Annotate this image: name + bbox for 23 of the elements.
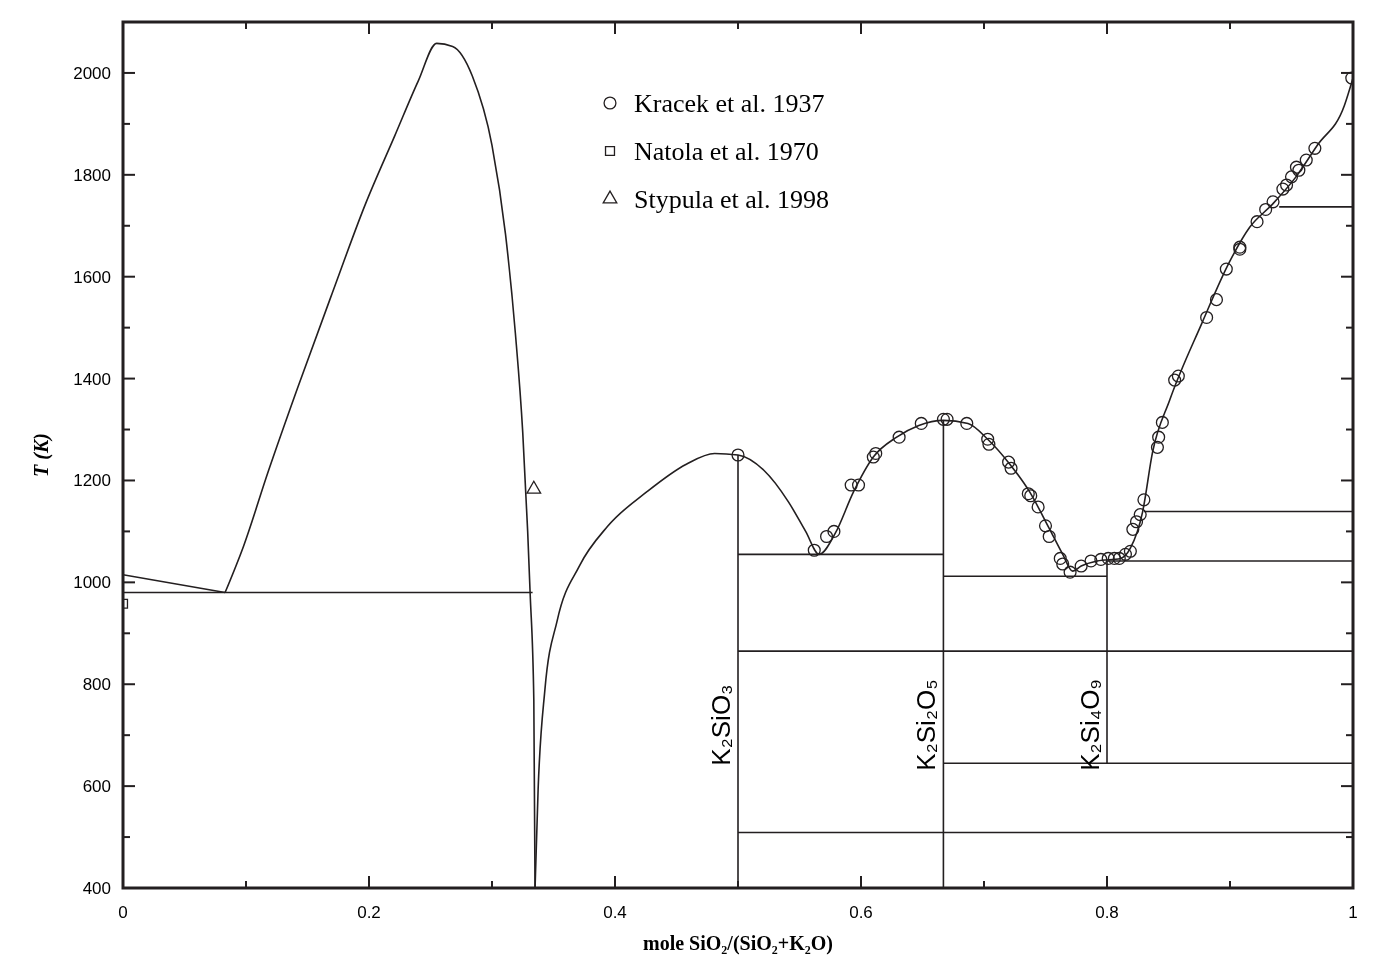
annotation: K₂Si₂O₅ <box>911 679 942 771</box>
x-tick-label: 0.2 <box>357 903 381 922</box>
x-tick-label: 1 <box>1348 903 1358 922</box>
x-axis-title: mole SiO₂/(SiO₂+K₂O) <box>643 932 833 955</box>
y-axis-title: T (K) <box>30 433 53 477</box>
y-tick-label: 400 <box>82 878 111 898</box>
y-tick-label: 1600 <box>73 267 111 287</box>
y-tick-label: 1800 <box>73 165 111 185</box>
x-tick-label: 0.6 <box>849 903 873 922</box>
y-tick-label: 600 <box>82 777 111 797</box>
y-tick-label: 1200 <box>73 471 111 491</box>
x-tick-label: 0 <box>118 903 128 922</box>
y-tick-label: 1400 <box>73 369 111 389</box>
y-tick-label: 1000 <box>73 573 111 593</box>
legend-label: Natola et al. 1970 <box>634 137 819 167</box>
x-tick-label: 0.8 <box>1095 903 1119 922</box>
legend-label: Stypula et al. 1998 <box>634 185 829 215</box>
annotation: K₂SiO₃ <box>706 684 736 766</box>
legend-label: Kracek et al. 1937 <box>634 89 825 119</box>
annotation: K₂Si₄O₉ <box>1075 679 1105 771</box>
x-tick-label: 0.4 <box>603 903 627 922</box>
y-tick-label: 2000 <box>73 63 111 83</box>
y-tick-label: 800 <box>82 675 111 695</box>
